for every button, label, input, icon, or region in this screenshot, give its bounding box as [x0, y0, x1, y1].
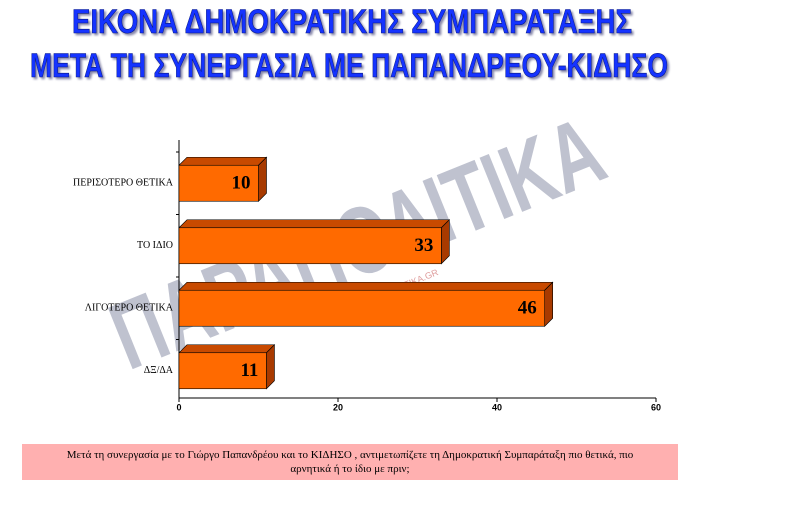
bar-side	[266, 344, 275, 390]
bar	[178, 164, 259, 202]
title-line: ΕΙΚΟΝΑ ΔΗΜΟΚΡΑΤΙΚΗΣ ΣΥΜΠΑΡΑΤΑΞΗΣ	[72, 3, 632, 41]
value-label: 11	[240, 360, 258, 381]
x-tick-label: 0	[176, 402, 181, 412]
y-tick-label: ΠΕΡΙΣΟΤΕΡΟ ΘΕΤΙΚΑ	[73, 178, 174, 189]
bar-side	[544, 281, 554, 327]
bar	[178, 289, 546, 327]
value-label: 33	[414, 235, 433, 256]
y-tick-label: ΛΙΓΟΤΕΡΟ ΘΕΤΙΚΑ	[85, 303, 174, 314]
title: ΕΙΚΟΝΑ ΔΗΜΟΚΡΑΤΙΚΗΣ ΣΥΜΠΑΡΑΤΑΞΗΣ ΜΕΤΑ ΤΗ…	[30, 3, 669, 86]
bar-side	[441, 219, 450, 265]
title-line: ΜΕΤΑ ΤΗ ΣΥΝΕΡΓΑΣΙΑ ΜΕ ΠΑΠΑΝΔΡΕΟΥ-ΚΙΔΗΣΟ	[30, 47, 668, 85]
x-tick-label: 40	[492, 402, 502, 412]
y-tick-label: ΔΞ/ΔΑ	[144, 365, 174, 376]
value-label: 10	[232, 173, 251, 194]
bar-top	[178, 156, 268, 166]
bar-top	[178, 219, 451, 229]
x-tick-label: 60	[651, 402, 661, 412]
bar-top	[178, 344, 276, 354]
footnote: Μετά τη συνεργασία με το Γιώργο Παπανδρέ…	[22, 444, 678, 480]
plot: 0 20 40 60 ΠΕΡΙΣΟΤΕΡΟ ΘΕΤΙΚΑ 10 ΤΟ ΙΔΙΟ 33 ΛΙΓΟΤ…	[73, 140, 661, 412]
x-tick-label: 20	[333, 402, 343, 412]
y-tick-label: ΤΟ ΙΔΙΟ	[137, 240, 173, 251]
bar	[178, 352, 267, 390]
bar-side	[258, 156, 267, 202]
bar-top	[178, 281, 554, 291]
value-label: 46	[518, 298, 537, 319]
bar	[178, 227, 442, 265]
